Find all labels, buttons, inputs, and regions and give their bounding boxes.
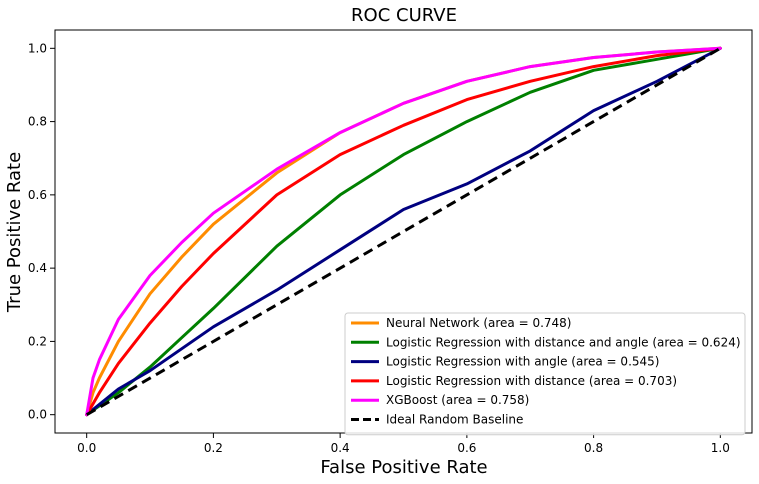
y-tick-label: 0.6 (28, 188, 47, 202)
series-line-3 (85, 46, 722, 417)
legend-entry: XGBoost (area = 0.758) (386, 393, 529, 407)
y-tick-label: 0.0 (28, 408, 47, 422)
legend-entry: Ideal Random Baseline (386, 413, 523, 427)
y-tick-label: 0.8 (28, 115, 47, 129)
legend: Neural Network (area = 0.748) Logistic Re… (344, 312, 746, 436)
series-line-5 (85, 46, 722, 417)
x-tick-label: 0.6 (457, 441, 476, 455)
chart-title: ROC CURVE (351, 5, 457, 26)
x-axis-label: False Positive Rate (320, 457, 487, 478)
y-tick-label: 0.2 (28, 334, 47, 348)
y-axis-label: True Positive Rate (4, 152, 25, 313)
x-axis: 0.0 0.2 0.4 0.6 0.8 1.0 (77, 433, 730, 455)
legend-box (344, 312, 746, 436)
y-axis: 0.0 0.2 0.4 0.6 0.8 1.0 (28, 41, 55, 422)
series-line-2 (85, 46, 722, 417)
series-line-6 (85, 47, 722, 416)
x-tick-label: 0.0 (77, 441, 96, 455)
series-line-4 (85, 46, 722, 417)
series-layer (85, 46, 722, 417)
x-tick-label: 1.0 (711, 441, 730, 455)
legend-entry: Logistic Regression with distance (area … (386, 374, 677, 388)
x-tick-label: 0.4 (331, 441, 350, 455)
legend-entry: Neural Network (area = 0.748) (386, 316, 571, 330)
legend-entry: Logistic Regression with angle (area = 0… (386, 355, 659, 369)
x-tick-label: 0.8 (584, 441, 603, 455)
y-tick-label: 0.4 (28, 261, 47, 275)
legend-entry: Logistic Regression with distance and an… (386, 335, 741, 349)
x-tick-label: 0.2 (204, 441, 223, 455)
y-tick-label: 1.0 (28, 41, 47, 55)
